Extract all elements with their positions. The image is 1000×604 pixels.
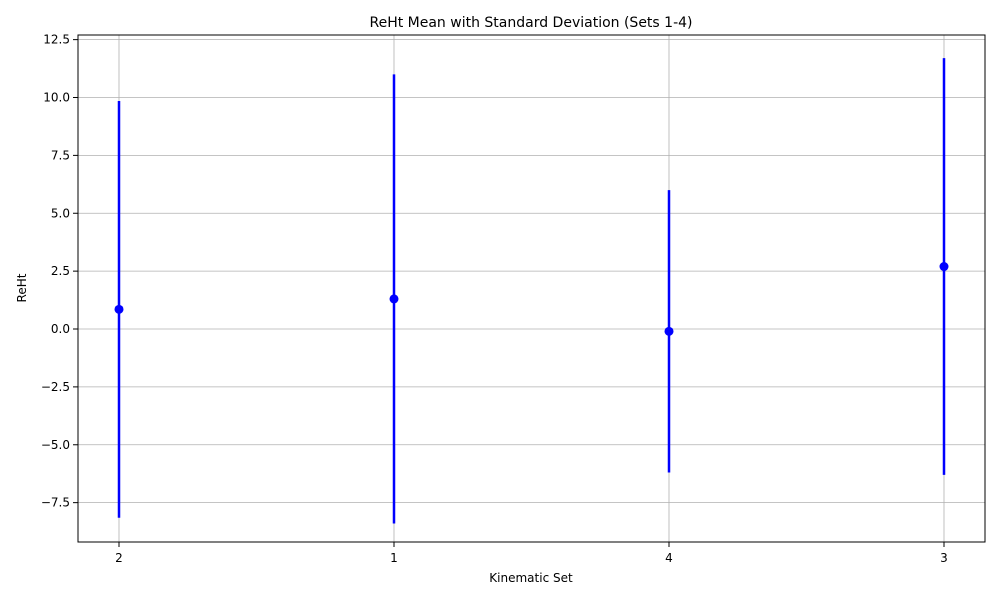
y-axis-ticks: −7.5 −5.0 −2.5 0.0 2.5 5.0 7.5 10.0 12.5 <box>41 33 78 510</box>
y-tick-label: 5.0 <box>51 206 70 220</box>
y-tick-label: −2.5 <box>41 380 70 394</box>
mean-marker-set-3 <box>939 262 949 272</box>
x-tick-label: 3 <box>940 551 948 565</box>
mean-marker-set-1 <box>389 294 399 304</box>
x-axis-label: Kinematic Set <box>489 571 573 585</box>
mean-markers <box>114 262 949 336</box>
y-tick-label: 7.5 <box>51 148 70 162</box>
y-tick-label: 0.0 <box>51 322 70 336</box>
y-tick-label: −7.5 <box>41 496 70 510</box>
grid-lines <box>78 35 985 542</box>
plot-area-frame <box>77 34 986 543</box>
mean-marker-set-4 <box>664 326 674 336</box>
y-tick-label: −5.0 <box>41 438 70 452</box>
x-tick-label: 1 <box>390 551 398 565</box>
y-tick-label: 2.5 <box>51 264 70 278</box>
chart-title: ReHt Mean with Standard Deviation (Sets … <box>369 15 692 31</box>
x-axis-ticks: 2 1 4 3 <box>115 542 948 565</box>
x-tick-label: 4 <box>665 551 673 565</box>
mean-marker-set-2 <box>114 304 124 314</box>
y-tick-label: 12.5 <box>43 33 70 47</box>
x-tick-label: 2 <box>115 551 123 565</box>
y-axis-label: ReHt <box>15 273 29 302</box>
y-tick-label: 10.0 <box>43 91 70 105</box>
error-bars <box>117 58 946 524</box>
